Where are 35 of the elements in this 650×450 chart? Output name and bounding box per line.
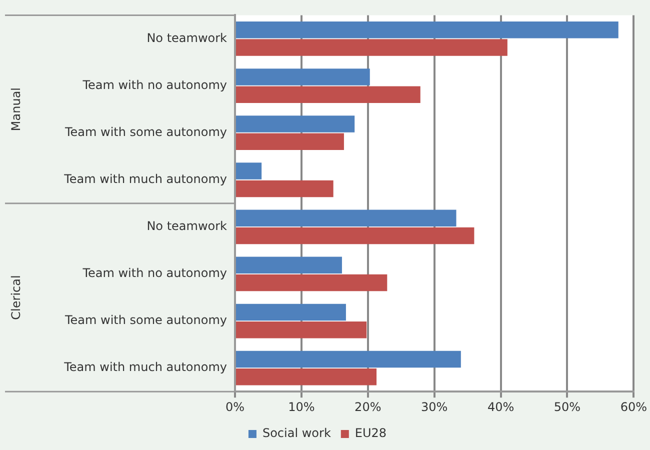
x-tick-label: 30%: [420, 400, 448, 414]
x-tick-label: 0%: [225, 400, 245, 414]
bar: [236, 304, 346, 321]
bar: [236, 227, 474, 244]
y-tick-label: Team with no autonomy: [82, 78, 227, 92]
text: Manual: [9, 87, 24, 132]
y-tick-label: No teamwork: [146, 30, 228, 45]
bar: [236, 133, 344, 150]
y-tick-label: Team with much autonomy: [63, 360, 227, 374]
text: Clerical: [9, 275, 24, 320]
legend-label: EU28: [354, 426, 387, 440]
bar: [236, 321, 367, 338]
x-tick-label: 10%: [288, 400, 315, 414]
y-tick-label: No teamwork: [146, 219, 228, 234]
y-tick-label: Team with much autonomy: [63, 172, 227, 186]
bar: [236, 350, 461, 368]
bar: [236, 116, 355, 132]
bar: [236, 368, 377, 386]
y-tick-label: Team with some autonomy: [64, 124, 227, 139]
x-tick-label: 50%: [554, 400, 581, 414]
y-tick-label: Team with no autonomy: [82, 266, 227, 280]
y-tick-label: Team with some autonomy: [64, 313, 227, 328]
bar: [236, 39, 508, 56]
x-tick-label: 60%: [620, 400, 647, 414]
bar: [236, 86, 420, 103]
bar: [236, 22, 618, 38]
bar: [236, 162, 262, 180]
x-tick-label: 20%: [354, 400, 382, 414]
bar: [236, 68, 370, 86]
bar: [236, 180, 334, 198]
x-tick-label: 40%: [487, 400, 514, 414]
bar: [236, 274, 388, 292]
bar: [236, 256, 342, 274]
bar: [236, 210, 456, 226]
legend-label: Social work: [262, 426, 331, 440]
